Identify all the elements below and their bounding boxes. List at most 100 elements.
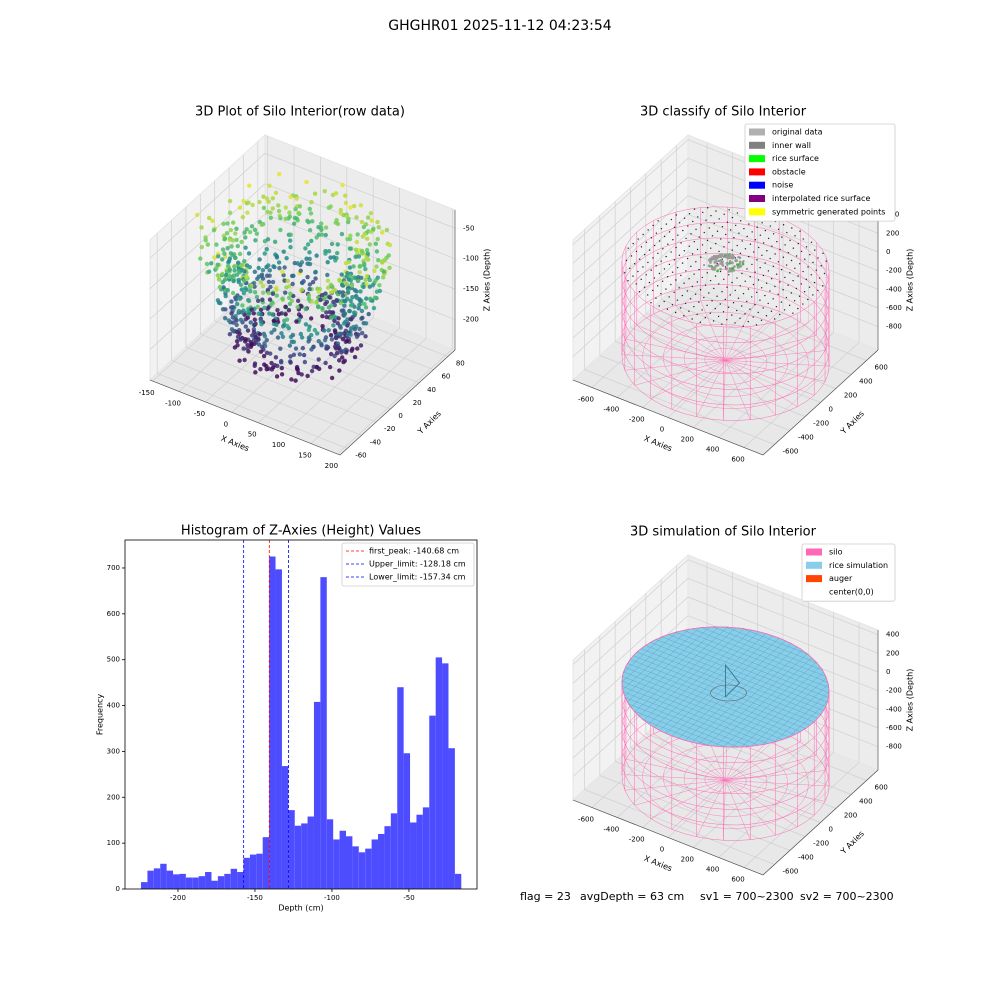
cloud-point: [205, 242, 211, 247]
grid-line: [157, 373, 348, 449]
surface-point: [785, 264, 788, 266]
cloud-point: [210, 218, 215, 223]
surface-point: [718, 218, 720, 220]
cloud-point: [337, 368, 342, 373]
wire: [634, 780, 726, 806]
cloud-point: [225, 263, 231, 269]
y-tick-label: -400: [798, 854, 814, 862]
y-tick-label: 200: [844, 812, 857, 820]
cloud-point: [229, 244, 234, 249]
cloud-point: [380, 230, 385, 235]
mesh: [751, 677, 827, 747]
cloud-point: [332, 302, 337, 308]
bar: [416, 814, 423, 889]
surface-point: [789, 239, 791, 242]
cloud-point: [289, 273, 295, 279]
cloud-point: [302, 359, 308, 365]
y-tick-label: 40: [427, 386, 436, 394]
cloud-point: [270, 312, 275, 317]
cloud-point: [307, 286, 312, 292]
surface-point: [701, 276, 704, 279]
raw-point: [725, 261, 729, 265]
surface-point: [691, 318, 693, 320]
raw-point: [716, 269, 719, 273]
surface-point: [695, 261, 697, 263]
cloud-point: [279, 372, 285, 377]
cloud-point: [338, 207, 343, 213]
surface-point: [799, 230, 801, 232]
cloud-point: [285, 278, 290, 284]
cloud-point: [248, 320, 253, 325]
surface-point: [652, 257, 654, 259]
surface-point: [638, 291, 641, 293]
surface-point: [775, 305, 778, 308]
surface-point: [670, 283, 672, 286]
cloud-point: [199, 244, 204, 250]
surface-point: [789, 272, 791, 274]
z-tick-label: -600: [886, 724, 902, 732]
x-tick-label: 0: [660, 426, 664, 434]
cloud-point: [339, 331, 344, 337]
surface-point: [675, 246, 677, 249]
cloud-point: [347, 308, 352, 314]
y-axis-label: Y Axies: [415, 409, 443, 437]
surface-point: [673, 259, 676, 261]
cloud-point: [340, 293, 346, 299]
cloud-point: [245, 328, 251, 333]
cloud-point: [223, 293, 228, 299]
cloud-point: [242, 357, 247, 363]
cloud-point: [303, 306, 308, 312]
y-tick-label: 0: [829, 826, 833, 834]
surface-point: [706, 239, 709, 242]
cloud-point: [358, 298, 363, 304]
surface-point: [632, 242, 634, 245]
z-tick-label: 400: [886, 631, 899, 639]
surface-point: [777, 261, 780, 263]
cloud-point: [247, 183, 252, 188]
cloud-point: [266, 290, 271, 296]
x-axis-label: X Axies: [643, 854, 674, 873]
surface-point: [683, 217, 686, 219]
cloud-point: [363, 266, 368, 272]
cloud-point: [363, 321, 369, 326]
grid-line: [572, 596, 689, 703]
mesh: [712, 626, 823, 671]
surface-point: [675, 279, 677, 281]
cloud-point: [325, 272, 330, 278]
cloud-point: [361, 261, 367, 266]
surface-point: [790, 259, 793, 262]
wire: [636, 745, 726, 781]
cloud-point: [325, 278, 331, 283]
surface-point: [657, 252, 659, 255]
surface-point: [792, 247, 795, 249]
raw-point: [708, 258, 711, 262]
cloud-point: [264, 337, 269, 343]
surface-point: [683, 250, 686, 252]
cloud-point: [241, 346, 246, 351]
y-tick-label: 600: [875, 364, 888, 372]
cloud-point: [384, 227, 390, 233]
wire: [725, 741, 801, 781]
cloud-point: [333, 329, 338, 335]
surface-point: [762, 242, 765, 244]
surface-point: [759, 299, 761, 301]
cloud-point: [252, 289, 258, 295]
surface-point: [695, 228, 697, 230]
cloud-point: [313, 269, 318, 275]
plot-frame: [124, 539, 478, 890]
bar: [269, 556, 276, 889]
wire: [725, 780, 751, 840]
raw-point: [714, 257, 718, 261]
wire: [725, 300, 728, 361]
bar: [249, 854, 257, 889]
cloud-point: [238, 336, 244, 341]
y-tick-label: 600: [875, 784, 888, 792]
surface-point: [798, 295, 801, 297]
y-tick-label: 100: [107, 839, 120, 847]
cloud-point: [334, 250, 340, 256]
cloud-point: [279, 331, 284, 336]
surface-point: [650, 237, 653, 239]
y-tick-label: 0: [398, 412, 402, 420]
cloud-point: [345, 270, 350, 276]
cloud-point: [306, 293, 312, 298]
